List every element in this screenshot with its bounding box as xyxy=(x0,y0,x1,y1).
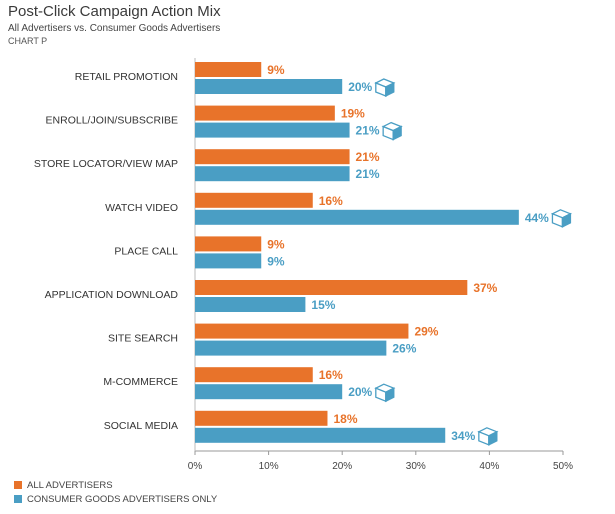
data-label-all-retail-promotion: 9% xyxy=(267,63,285,77)
bar-all-store-locator-view-map xyxy=(195,149,350,165)
chart-subtitle: All Advertisers vs. Consumer Goods Adver… xyxy=(8,23,221,34)
data-label-consumer-place-call: 9% xyxy=(267,254,285,268)
legend-label-all-advertisers: ALL ADVERTISERS xyxy=(27,480,113,491)
bar-consumer-watch-video xyxy=(195,209,519,225)
bar-consumer-retail-promotion xyxy=(195,79,343,94)
data-label-all-store-locator-view-map: 21% xyxy=(356,150,380,164)
x-tick-label-50: 50% xyxy=(553,461,573,472)
data-label-consumer-social-media: 34% xyxy=(451,429,475,443)
bar-consumer-social-media xyxy=(195,427,446,443)
category-label-m-commerce: M-COMMERCE xyxy=(103,376,178,388)
x-tick-label-0: 0% xyxy=(188,461,203,472)
category-label-site-search: SITE SEARCH xyxy=(108,333,178,345)
bar-all-social-media xyxy=(195,410,328,426)
category-label-enroll-join-subscribe: ENROLL/JOIN/SUBSCRIBE xyxy=(46,115,178,127)
bar-consumer-m-commerce xyxy=(195,384,343,400)
box-icon xyxy=(381,121,403,141)
chart-title: Post-Click Campaign Action Mix xyxy=(8,3,221,20)
data-label-consumer-watch-video: 44% xyxy=(525,211,549,225)
bar-consumer-enroll-join-subscribe xyxy=(195,122,350,138)
data-label-all-watch-video: 16% xyxy=(319,194,343,208)
bar-all-enroll-join-subscribe xyxy=(195,105,335,121)
category-label-social-media: SOCIAL MEDIA xyxy=(104,420,178,432)
legend-item-consumer-goods: CONSUMER GOODS ADVERTISERS ONLY xyxy=(14,494,217,505)
data-label-consumer-enroll-join-subscribe: 21% xyxy=(356,124,380,138)
bar-consumer-place-call xyxy=(195,253,262,269)
data-label-all-enroll-join-subscribe: 19% xyxy=(341,107,365,121)
category-label-place-call: PLACE CALL xyxy=(114,245,178,257)
bar-consumer-application-download xyxy=(195,297,306,312)
category-label-store-locator-view-map: STORE LOCATOR/VIEW MAP xyxy=(34,158,178,170)
data-label-all-application-download: 37% xyxy=(473,281,497,295)
bar-all-application-download xyxy=(195,280,468,295)
data-label-consumer-retail-promotion: 20% xyxy=(348,80,372,94)
bar-consumer-store-locator-view-map xyxy=(195,166,350,182)
legend-swatch-all-advertisers xyxy=(14,481,22,490)
data-label-consumer-m-commerce: 20% xyxy=(348,385,372,399)
data-label-consumer-application-download: 15% xyxy=(311,298,335,312)
legend-item-all-advertisers: ALL ADVERTISERS xyxy=(14,480,113,491)
bar-consumer-site-search xyxy=(195,340,387,356)
category-label-retail-promotion: RETAIL PROMOTION xyxy=(75,71,178,83)
data-label-all-site-search: 29% xyxy=(414,325,438,339)
x-tick-label-30: 30% xyxy=(406,461,426,472)
data-label-all-social-media: 18% xyxy=(333,412,357,426)
chart-number-label: CHART P xyxy=(8,36,48,46)
bar-all-place-call xyxy=(195,236,262,252)
legend-label-consumer-goods: CONSUMER GOODS ADVERTISERS ONLY xyxy=(27,494,218,505)
box-icon xyxy=(374,383,396,403)
data-label-consumer-site-search: 26% xyxy=(392,342,416,356)
bar-all-watch-video xyxy=(195,192,313,208)
bar-all-m-commerce xyxy=(195,367,313,383)
x-tick-label-20: 20% xyxy=(332,461,352,472)
box-icon xyxy=(550,209,573,228)
data-label-all-m-commerce: 16% xyxy=(319,368,343,382)
bar-all-retail-promotion xyxy=(195,62,262,77)
category-label-watch-video: WATCH VIDEO xyxy=(105,202,178,214)
x-tick-label-10: 10% xyxy=(259,461,279,472)
data-label-consumer-store-locator-view-map: 21% xyxy=(356,167,380,181)
data-label-all-place-call: 9% xyxy=(267,237,285,251)
category-label-application-download: APPLICATION DOWNLOAD xyxy=(45,289,179,301)
x-tick-label-40: 40% xyxy=(479,461,499,472)
legend-swatch-consumer-goods xyxy=(14,495,22,504)
box-icon xyxy=(477,427,499,446)
bar-all-site-search xyxy=(195,323,409,339)
box-icon xyxy=(374,78,396,98)
